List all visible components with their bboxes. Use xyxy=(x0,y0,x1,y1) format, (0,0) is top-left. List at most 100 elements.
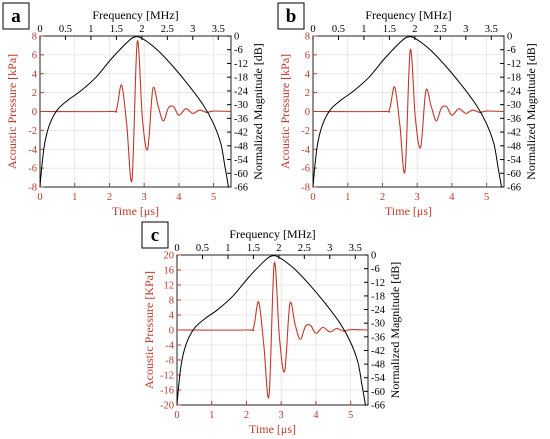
tick-label-pressure: 4 xyxy=(305,69,311,80)
tick-label-magnitude: -54 xyxy=(234,155,249,166)
tick-label-pressure: 6 xyxy=(305,50,310,61)
tick-label-time: 3 xyxy=(415,192,420,203)
tick-label-time: 5 xyxy=(484,192,489,203)
tick-label-time: 4 xyxy=(313,410,319,421)
panel-label-box xyxy=(277,2,305,30)
tick-label-magnitude: 0 xyxy=(234,32,239,43)
tick-label-magnitude: -42 xyxy=(371,346,385,357)
tick-label-time: 3 xyxy=(142,192,147,203)
tick-label-pressure: -6 xyxy=(301,164,310,175)
tick-label-time: 4 xyxy=(449,192,455,203)
tick-label-pressure: 0 xyxy=(169,326,174,337)
tick-label-pressure: -4 xyxy=(28,145,37,156)
tick-label-frequency: 2 xyxy=(412,24,417,35)
tick-label-frequency: 0.5 xyxy=(332,24,345,35)
tick-label-frequency: 3.5 xyxy=(212,24,225,35)
tick-label-pressure: -8 xyxy=(301,183,310,194)
tick-label-pressure: -6 xyxy=(28,164,37,175)
tick-label-magnitude: -42 xyxy=(234,128,248,139)
tick-label-pressure: 0 xyxy=(32,107,37,118)
tick-label-time: 2 xyxy=(107,192,112,203)
tick-label-frequency: 3.5 xyxy=(485,24,498,35)
tick-label-magnitude: -42 xyxy=(507,128,521,139)
series-line-pressure xyxy=(176,261,369,399)
tick-label-magnitude: -12 xyxy=(234,59,248,70)
tick-label-magnitude: -30 xyxy=(234,100,248,111)
panel-label-box xyxy=(141,221,169,249)
tick-label-magnitude: -60 xyxy=(234,169,248,180)
tick-label-time: 1 xyxy=(72,192,77,203)
y-right-axis-title: Normalized Magnitude [dB] xyxy=(388,262,402,399)
tick-label-magnitude: -36 xyxy=(507,114,521,125)
tick-label-time: 4 xyxy=(176,192,182,203)
panel-label-box xyxy=(2,2,30,30)
tick-label-magnitude: 0 xyxy=(507,32,512,43)
tick-label-pressure: -2 xyxy=(301,126,310,137)
tick-label-pressure: -8 xyxy=(165,356,174,367)
tick-label-magnitude: -6 xyxy=(507,45,516,56)
tick-label-time: 5 xyxy=(211,192,216,203)
tick-label-magnitude: -24 xyxy=(371,305,386,316)
x-bottom-axis-title: Time [μs] xyxy=(249,422,296,436)
tick-label-pressure: -2 xyxy=(28,126,37,137)
tick-label-pressure: 20 xyxy=(164,251,175,262)
tick-label-pressure: 2 xyxy=(32,88,37,99)
tick-label-frequency: 2 xyxy=(276,243,281,254)
series-line-pressure xyxy=(39,40,232,183)
x-top-axis-title: Frequency [MHz] xyxy=(365,8,451,22)
tick-label-time: 1 xyxy=(209,410,214,421)
tick-label-frequency: 2.5 xyxy=(434,24,447,35)
tick-label-magnitude: -60 xyxy=(507,169,521,180)
tick-label-pressure: 8 xyxy=(32,32,37,43)
tick-label-pressure: 0 xyxy=(305,107,310,118)
tick-label-magnitude: -12 xyxy=(371,278,385,289)
tick-label-magnitude: -48 xyxy=(371,360,385,371)
tick-label-magnitude: -48 xyxy=(234,141,248,152)
tick-label-magnitude: -6 xyxy=(234,45,243,56)
tick-label-frequency: 2 xyxy=(139,24,144,35)
panel-label-text: a xyxy=(11,6,21,27)
tick-label-pressure: -8 xyxy=(28,183,37,194)
panel-label-text: b xyxy=(286,6,297,27)
tick-label-pressure: 4 xyxy=(169,311,175,322)
chart-panel-a: 0 1 2 3 4 50 0.5 1 1.5 2 2.5 3 3.586420-2-4-6-80-6-1… xyxy=(2,2,265,218)
series-line-pressure xyxy=(312,48,505,174)
series-line-spectrum xyxy=(39,36,229,188)
tick-label-magnitude: -24 xyxy=(507,86,522,97)
tick-label-time: 3 xyxy=(279,410,284,421)
tick-label-pressure: 4 xyxy=(32,69,38,80)
tick-label-magnitude: -60 xyxy=(371,387,385,398)
panel-label-c: c xyxy=(141,221,169,249)
tick-label-pressure: 6 xyxy=(32,50,37,61)
tick-label-frequency: 0 xyxy=(37,24,42,35)
tick-label-frequency: 1.5 xyxy=(110,24,123,35)
tick-label-frequency: 0 xyxy=(174,243,179,254)
tick-label-magnitude: -48 xyxy=(507,141,521,152)
y-left-axis-title: Acoustic Pressure [kPa] xyxy=(278,54,292,169)
tick-label-frequency: 1 xyxy=(88,24,93,35)
tick-label-pressure: -4 xyxy=(301,145,310,156)
tick-label-magnitude: -18 xyxy=(371,291,385,302)
tick-label-frequency: 1 xyxy=(361,24,366,35)
y-right-axis-title: Normalized Magnitude [dB] xyxy=(524,43,538,180)
x-bottom-axis-title: Time [μs] xyxy=(112,204,159,218)
tick-label-pressure: -12 xyxy=(160,371,174,382)
tick-label-time: 0 xyxy=(310,192,315,203)
tick-label-magnitude: -30 xyxy=(371,319,385,330)
x-top-axis-title: Frequency [MHz] xyxy=(229,227,315,241)
tick-label-pressure: -4 xyxy=(165,341,174,352)
tick-label-magnitude: 0 xyxy=(371,251,376,262)
chart-panel-b: 0 1 2 3 4 50 0.5 1 1.5 2 2.5 3 3.586420-2-4-6-80-6-1… xyxy=(277,2,538,218)
tick-label-frequency: 3 xyxy=(327,243,332,254)
tick-label-frequency: 2.5 xyxy=(298,243,311,254)
tick-label-magnitude: -6 xyxy=(371,264,380,275)
tick-label-frequency: 2.5 xyxy=(161,24,174,35)
tick-label-frequency: 3 xyxy=(190,24,195,35)
tick-label-pressure: 8 xyxy=(169,296,174,307)
tick-label-frequency: 0 xyxy=(310,24,315,35)
tick-label-magnitude: -12 xyxy=(507,59,521,70)
tick-label-time: 0 xyxy=(37,192,42,203)
tick-label-pressure: -16 xyxy=(160,386,174,397)
tick-label-frequency: 3 xyxy=(463,24,468,35)
